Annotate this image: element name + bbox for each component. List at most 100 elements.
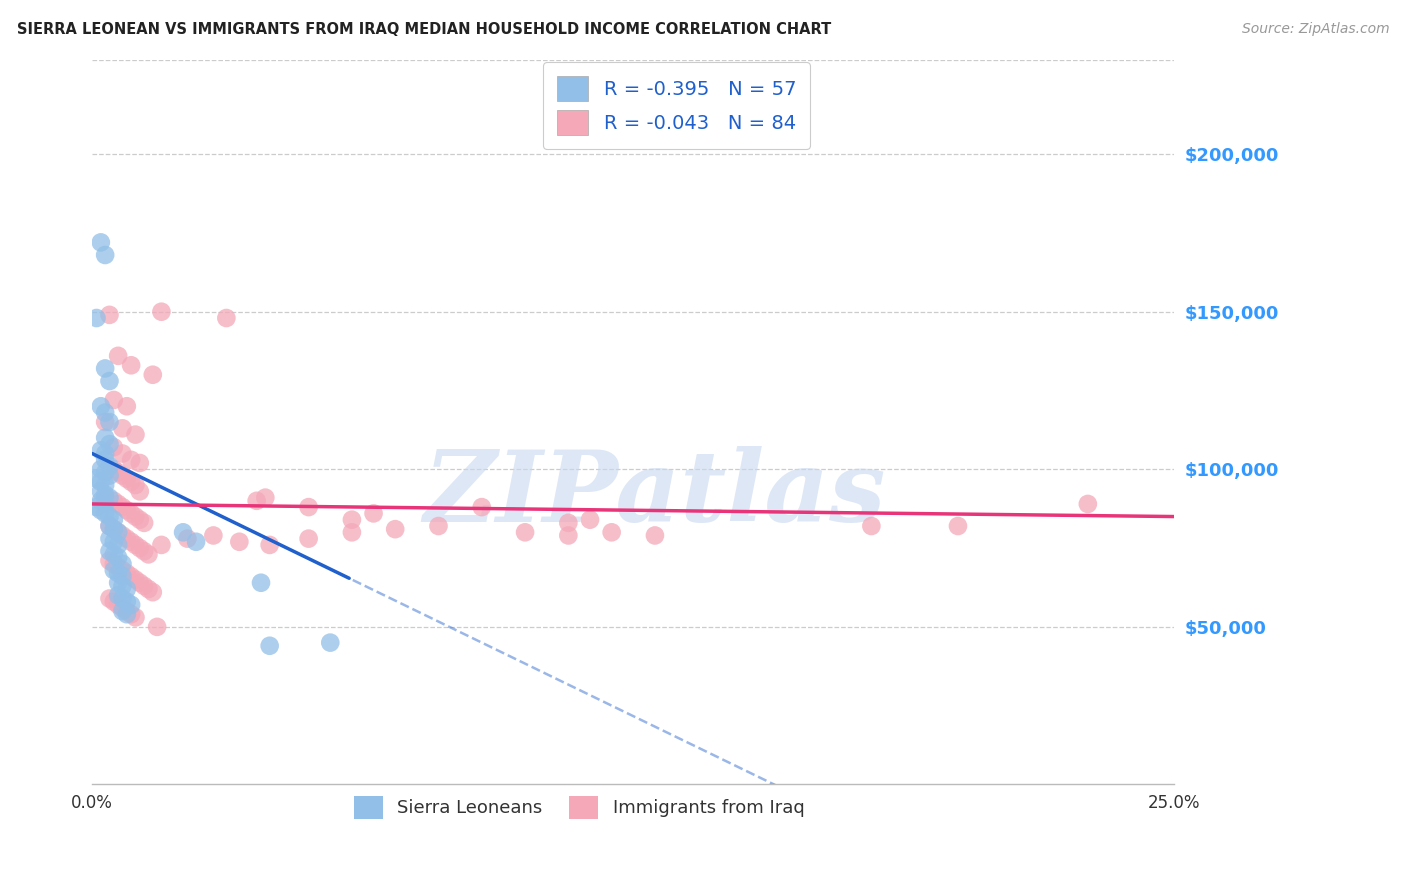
Point bbox=[340, 525, 363, 540]
Point bbox=[215, 311, 238, 326]
Point bbox=[128, 484, 150, 499]
Point bbox=[103, 557, 125, 571]
Point bbox=[107, 575, 129, 590]
Point bbox=[107, 560, 129, 574]
Point bbox=[111, 446, 134, 460]
Point bbox=[111, 579, 134, 593]
Point bbox=[111, 604, 134, 618]
Point bbox=[1077, 497, 1099, 511]
Point bbox=[90, 493, 112, 508]
Point bbox=[103, 462, 125, 476]
Point bbox=[94, 478, 117, 492]
Point bbox=[103, 547, 125, 561]
Point bbox=[115, 566, 138, 581]
Point bbox=[172, 525, 194, 540]
Point bbox=[246, 493, 269, 508]
Point bbox=[259, 538, 281, 552]
Point bbox=[184, 534, 207, 549]
Point bbox=[120, 598, 142, 612]
Point bbox=[107, 598, 129, 612]
Point bbox=[107, 525, 129, 540]
Point bbox=[111, 569, 134, 583]
Point bbox=[513, 525, 536, 540]
Point bbox=[134, 516, 156, 530]
Point bbox=[128, 456, 150, 470]
Point bbox=[120, 534, 142, 549]
Point bbox=[138, 547, 160, 561]
Point bbox=[120, 475, 142, 489]
Point bbox=[107, 525, 129, 540]
Point bbox=[98, 519, 121, 533]
Point bbox=[98, 308, 121, 322]
Point bbox=[120, 507, 142, 521]
Point bbox=[107, 497, 129, 511]
Point bbox=[111, 591, 134, 606]
Point bbox=[124, 610, 146, 624]
Point bbox=[103, 522, 125, 536]
Point bbox=[128, 541, 150, 555]
Point bbox=[98, 591, 121, 606]
Point bbox=[124, 538, 146, 552]
Point bbox=[103, 440, 125, 454]
Point bbox=[94, 431, 117, 445]
Point bbox=[138, 582, 160, 596]
Point bbox=[98, 459, 121, 474]
Point bbox=[107, 466, 129, 480]
Point bbox=[98, 509, 121, 524]
Point bbox=[115, 582, 138, 596]
Point bbox=[254, 491, 277, 505]
Point bbox=[94, 497, 117, 511]
Point bbox=[103, 534, 125, 549]
Point bbox=[115, 607, 138, 622]
Point bbox=[90, 475, 112, 489]
Point bbox=[128, 513, 150, 527]
Point bbox=[90, 462, 112, 476]
Point bbox=[111, 563, 134, 577]
Point bbox=[107, 349, 129, 363]
Point bbox=[120, 453, 142, 467]
Point bbox=[98, 519, 121, 533]
Point bbox=[103, 522, 125, 536]
Point bbox=[120, 569, 142, 583]
Point bbox=[107, 566, 129, 581]
Point bbox=[142, 368, 165, 382]
Point bbox=[94, 507, 117, 521]
Point bbox=[111, 528, 134, 542]
Point bbox=[98, 554, 121, 568]
Point bbox=[115, 472, 138, 486]
Point bbox=[298, 500, 321, 515]
Point bbox=[94, 361, 117, 376]
Point bbox=[103, 493, 125, 508]
Point bbox=[90, 484, 112, 499]
Point bbox=[644, 528, 666, 542]
Point bbox=[107, 588, 129, 602]
Point bbox=[115, 604, 138, 618]
Text: Source: ZipAtlas.com: Source: ZipAtlas.com bbox=[1241, 22, 1389, 37]
Point bbox=[124, 509, 146, 524]
Point bbox=[98, 468, 121, 483]
Point bbox=[340, 513, 363, 527]
Point bbox=[134, 579, 156, 593]
Point bbox=[150, 538, 173, 552]
Point bbox=[115, 594, 138, 608]
Point bbox=[98, 544, 121, 558]
Point bbox=[115, 503, 138, 517]
Point bbox=[90, 443, 112, 458]
Point bbox=[103, 392, 125, 407]
Point bbox=[111, 557, 134, 571]
Point bbox=[142, 585, 165, 599]
Point bbox=[228, 534, 250, 549]
Point bbox=[111, 601, 134, 615]
Point bbox=[86, 500, 108, 515]
Point bbox=[98, 437, 121, 451]
Point bbox=[202, 528, 225, 542]
Point bbox=[471, 500, 494, 515]
Point bbox=[94, 453, 117, 467]
Point bbox=[90, 399, 112, 413]
Point bbox=[120, 607, 142, 622]
Point bbox=[103, 513, 125, 527]
Point bbox=[90, 235, 112, 250]
Point bbox=[98, 415, 121, 429]
Point bbox=[146, 620, 169, 634]
Point bbox=[579, 513, 602, 527]
